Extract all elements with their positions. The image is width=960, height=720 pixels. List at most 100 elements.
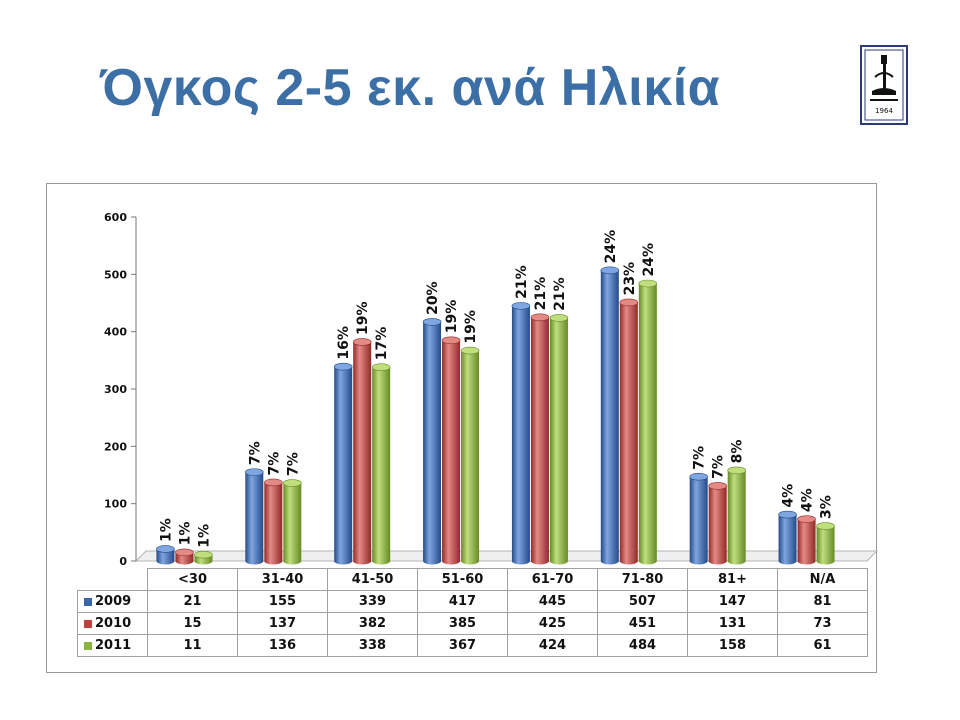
data-label: 7% [711, 455, 727, 479]
bar-top [422, 318, 442, 326]
bar [549, 317, 568, 565]
table-row: 2009 21 155 339 417 445 507 147 81 [77, 590, 868, 613]
bar [423, 321, 442, 565]
y-tick-label: 200 [104, 440, 127, 453]
table-cell: 385 [417, 612, 508, 635]
table-cell: 424 [507, 634, 598, 657]
table-cell: 73 [777, 612, 868, 635]
bar [727, 470, 746, 565]
table-cell: 158 [687, 634, 778, 657]
legend-entry: 2010 [77, 612, 148, 635]
bar [619, 302, 638, 565]
legend-swatch [84, 619, 92, 628]
legend-swatch [84, 641, 92, 650]
bar [797, 519, 816, 565]
legend-label: 2011 [95, 638, 132, 653]
bar [816, 526, 835, 565]
category-label: 81+ [687, 568, 778, 591]
category-label: 71-80 [597, 568, 688, 591]
bar-top [352, 338, 372, 346]
table-cell: 367 [417, 634, 508, 657]
bar-top [283, 479, 302, 487]
legend-entry: 2011 [77, 634, 148, 657]
logo: 1964 [860, 45, 908, 125]
data-label: 24% [641, 243, 657, 277]
bar [530, 317, 549, 565]
data-label: 21% [552, 277, 568, 311]
bar-top [549, 314, 569, 322]
bar [334, 366, 353, 565]
bar [372, 367, 391, 565]
category-label: 31-40 [237, 568, 328, 591]
table-cell: 81 [777, 590, 868, 613]
data-label: 8% [730, 440, 746, 464]
table-cell: 147 [687, 590, 778, 613]
table-cell: 507 [597, 590, 688, 613]
bar-top [441, 336, 461, 345]
table-cell: 338 [327, 634, 418, 657]
bar-top [175, 548, 194, 557]
table-cell: 136 [237, 634, 328, 657]
bar-top [511, 302, 531, 310]
bar-top [333, 362, 353, 371]
table-cell: 11 [147, 634, 238, 657]
bar [156, 548, 175, 565]
table-cell: 451 [597, 612, 688, 635]
table-cell: 382 [327, 612, 418, 635]
data-label: 19% [355, 301, 371, 335]
bar-top [727, 466, 746, 475]
bar-top [245, 468, 264, 476]
bar-top [371, 363, 391, 372]
bar-top [708, 482, 727, 490]
bar-top [638, 279, 658, 288]
table-corner [77, 568, 148, 591]
data-label: 3% [819, 495, 835, 519]
data-table: <30 31-40 41-50 51-60 61-70 71-80 81+ N/A 2009 21… [77, 568, 868, 657]
bar-top [460, 346, 480, 355]
category-label: N/A [777, 568, 868, 591]
data-label: 7% [285, 452, 301, 476]
logo-emblem-icon: 1964 [864, 49, 904, 121]
y-tick-label: 500 [104, 268, 127, 281]
legend-entry: 2009 [77, 590, 148, 613]
bar-top [156, 545, 175, 553]
data-label: 16% [336, 326, 352, 360]
bar [708, 485, 727, 565]
bar-top [619, 298, 639, 307]
table-cell: 131 [687, 612, 778, 635]
category-label: 51-60 [417, 568, 508, 591]
bar [600, 270, 619, 565]
data-label: 17% [374, 327, 390, 361]
y-tick-label: 400 [104, 326, 127, 339]
bar-top [797, 515, 816, 523]
bar [511, 305, 530, 565]
bar-top [600, 266, 620, 275]
logo-year: 1964 [875, 107, 893, 115]
bar [353, 341, 372, 565]
table-cell: 484 [597, 634, 688, 657]
bar [638, 283, 657, 565]
table-cell: 445 [507, 590, 598, 613]
category-label: 41-50 [327, 568, 418, 591]
table-cell: 61 [777, 634, 868, 657]
bar-top [194, 550, 213, 559]
table-cell: 339 [327, 590, 418, 613]
data-label: 1% [196, 524, 212, 548]
data-label: 1% [158, 518, 174, 542]
table-cell: 21 [147, 590, 238, 613]
bar [283, 483, 302, 565]
bar-top [264, 478, 283, 487]
data-label: 21% [533, 277, 549, 311]
data-label: 4% [781, 484, 797, 508]
data-label: 7% [266, 452, 282, 476]
data-label: 1% [177, 522, 193, 546]
y-tick-label: 100 [104, 498, 127, 511]
table-cell: 425 [507, 612, 598, 635]
data-label: 23% [622, 262, 638, 296]
table-cell: 15 [147, 612, 238, 635]
bar-top [778, 510, 797, 519]
bar-top [816, 522, 835, 530]
y-tick-label: 300 [104, 383, 127, 396]
data-label: 19% [463, 310, 479, 344]
